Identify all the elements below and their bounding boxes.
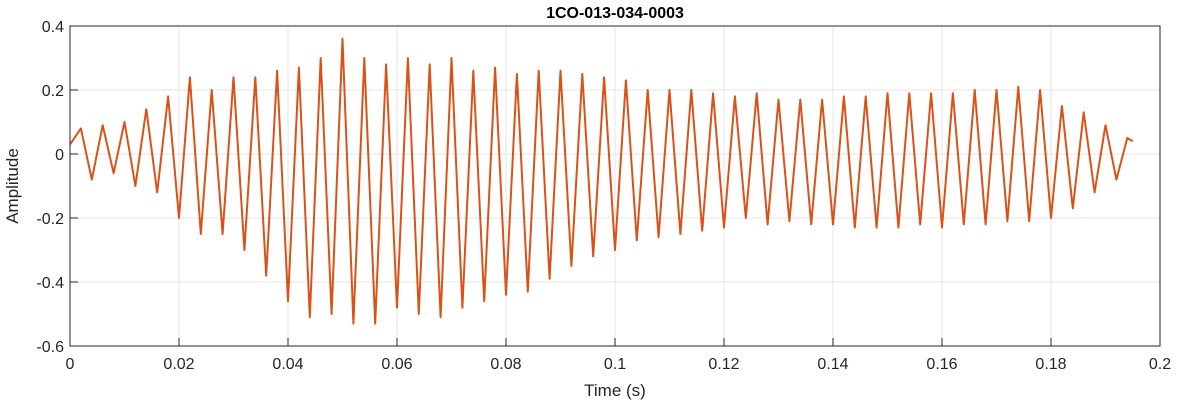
series-line-1 (69, 37, 1134, 325)
x-tick-label: 0.04 (272, 356, 303, 373)
x-axis-label: Time (s) (584, 381, 646, 400)
chart-title: 1CO-013-034-0003 (546, 5, 684, 22)
x-tick-label: 0.06 (381, 356, 412, 373)
x-tick-label: 0 (66, 356, 75, 373)
y-tick-label: -0.4 (36, 275, 64, 292)
x-tick-label: 0.2 (1149, 356, 1171, 373)
x-axis-ticks: 0 0.02 0.04 0.06 0.08 0.1 0.12 0.14 0.16 0.18 0.2 (66, 338, 1171, 373)
y-tick-label: 0.2 (42, 83, 64, 100)
y-axis-ticks: 0.4 0.2 0 -0.2 -0.4 -0.6 (36, 19, 78, 356)
x-tick-label: 0.14 (817, 356, 848, 373)
y-tick-label: -0.2 (36, 211, 64, 228)
y-tick-label: -0.6 (36, 339, 64, 356)
x-tick-label: 0.1 (604, 356, 626, 373)
y-axis-label: Amplitude (3, 148, 22, 224)
x-tick-label: 0.12 (708, 356, 739, 373)
y-tick-label: 0.4 (42, 19, 64, 36)
x-tick-label: 0.18 (1035, 356, 1066, 373)
x-tick-label: 0.02 (163, 356, 194, 373)
x-tick-label: 0.16 (926, 356, 957, 373)
x-tick-label: 0.08 (490, 356, 521, 373)
y-tick-label: 0 (55, 147, 64, 164)
series-layer (69, 37, 1134, 325)
